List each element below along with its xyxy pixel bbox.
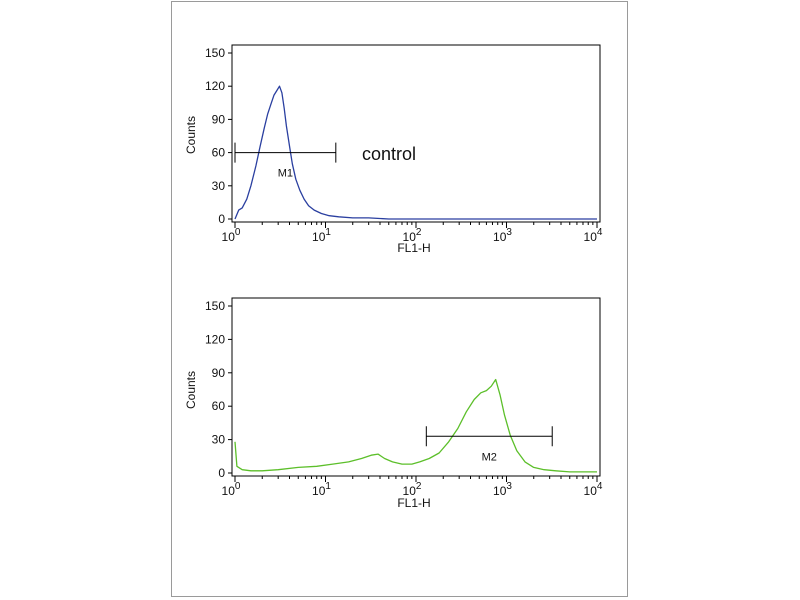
y-tick-label: 60: [212, 399, 226, 413]
x-tick-label: 103: [493, 227, 512, 244]
y-tick-label: 60: [212, 146, 226, 160]
x-tick-label: 103: [493, 481, 512, 498]
gate-label: M2: [482, 451, 497, 463]
y-tick-label: 0: [218, 466, 225, 480]
y-axis-label-bottom: Counts: [184, 371, 198, 409]
x-tick-label: 100: [222, 481, 241, 498]
x-tick-label: 101: [312, 481, 331, 498]
x-tick-label: 104: [584, 227, 603, 244]
y-tick-label: 30: [212, 179, 226, 193]
histogram-line: [234, 85, 597, 220]
x-tick-label: 102: [403, 481, 422, 498]
y-tick-label: 150: [205, 46, 225, 60]
control-annotation: control: [362, 144, 416, 164]
y-axis-label-top: Counts: [184, 116, 198, 154]
figure-frame: [171, 1, 628, 597]
y-tick-label: 30: [212, 433, 226, 447]
y-tick-label: 90: [212, 366, 226, 380]
plot-box: [231, 297, 601, 477]
x-tick-label: 104: [584, 481, 603, 498]
plot-1: 0 30 60 90 120 150 100 101 102 103 104 M1: [205, 44, 603, 244]
gate-label: M1: [278, 168, 293, 180]
y-tick-label: 120: [205, 79, 225, 93]
y-tick-label: 90: [212, 112, 226, 126]
y-tick-label: 150: [205, 299, 225, 313]
histogram-line: [234, 378, 597, 473]
y-tick-label: 0: [218, 212, 225, 226]
x-axis-label-top: FL1-H: [397, 241, 430, 255]
x-tick-label: 100: [222, 227, 241, 244]
plots-group: 0 30 60 90 120 150 100 101 102 103 104 M1 0 30 60 90 120…: [205, 44, 603, 498]
x-tick-label: 101: [312, 227, 331, 244]
plot-2: 0 30 60 90 120 150 100 101 102 103 104 M2: [205, 297, 603, 498]
x-tick-label: 102: [403, 227, 422, 244]
y-tick-label: 120: [205, 332, 225, 346]
x-axis-label-bottom: FL1-H: [397, 496, 430, 510]
